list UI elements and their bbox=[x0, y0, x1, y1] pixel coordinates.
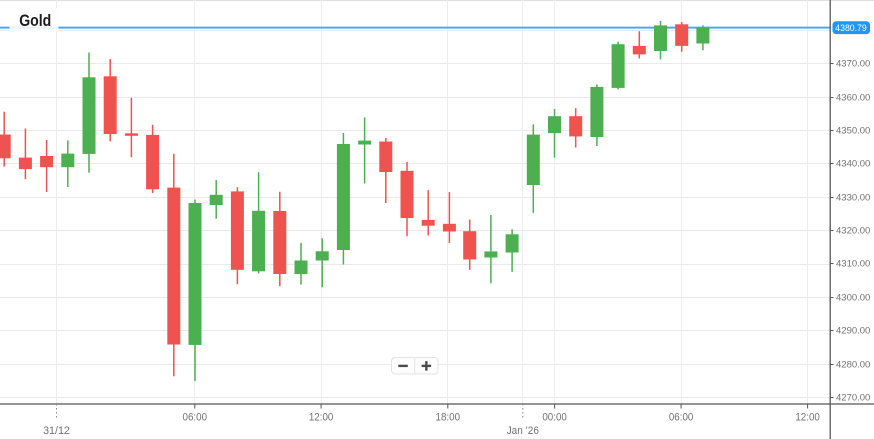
svg-text:12:00: 12:00 bbox=[795, 412, 820, 424]
svg-text:4330.00: 4330.00 bbox=[836, 193, 870, 204]
svg-text:00:00: 00:00 bbox=[542, 412, 567, 424]
svg-text:4380.79: 4380.79 bbox=[835, 23, 867, 34]
svg-text:4360.00: 4360.00 bbox=[836, 93, 870, 104]
svg-text:4270.00: 4270.00 bbox=[836, 393, 870, 404]
svg-text:Jan ’26: Jan ’26 bbox=[507, 425, 539, 437]
svg-text:12:00: 12:00 bbox=[309, 412, 334, 424]
svg-text:06:00: 06:00 bbox=[183, 412, 208, 424]
svg-text:4290.00: 4290.00 bbox=[836, 326, 870, 337]
svg-text:Gold: Gold bbox=[19, 11, 51, 30]
svg-text:06:00: 06:00 bbox=[669, 412, 694, 424]
svg-text:4340.00: 4340.00 bbox=[836, 159, 870, 170]
svg-text:4350.00: 4350.00 bbox=[836, 126, 870, 137]
svg-text:4280.00: 4280.00 bbox=[836, 360, 870, 371]
svg-text:4370.00: 4370.00 bbox=[836, 59, 870, 70]
svg-text:18:00: 18:00 bbox=[436, 412, 461, 424]
svg-text:4320.00: 4320.00 bbox=[836, 226, 870, 237]
svg-text:4300.00: 4300.00 bbox=[836, 293, 870, 304]
svg-text:4310.00: 4310.00 bbox=[836, 259, 870, 270]
svg-text:31/12: 31/12 bbox=[43, 425, 70, 437]
